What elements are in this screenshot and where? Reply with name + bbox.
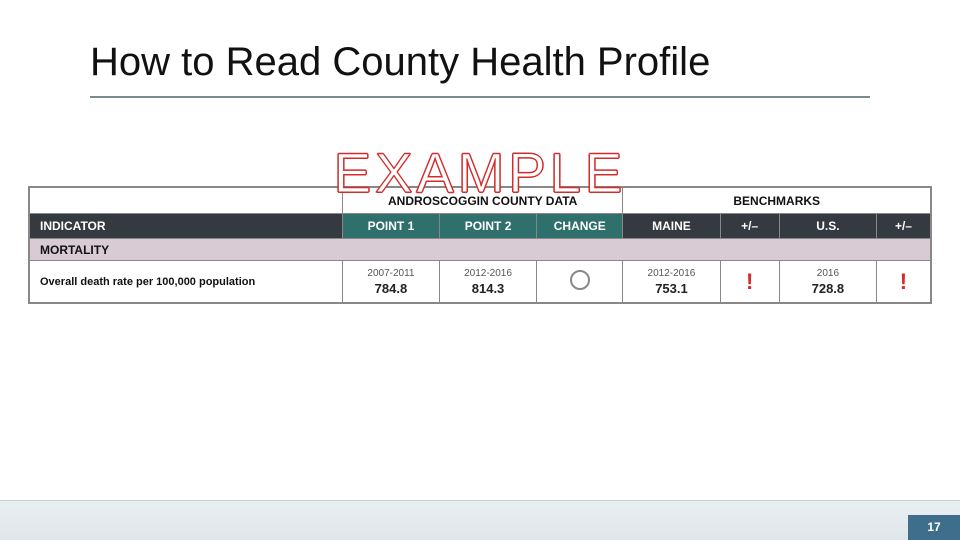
exclamation-icon: !	[900, 269, 907, 295]
col-point2: POINT 2	[439, 214, 536, 239]
table-column-header-row: INDICATOR POINT 1 POINT 2 CHANGE MAINE +…	[30, 214, 931, 239]
col-pm2: +/–	[876, 214, 930, 239]
county-data-header: ANDROSCOGGIN COUNTY DATA	[342, 188, 623, 214]
slide: How to Read County Health Profile EXAMPL…	[0, 0, 960, 540]
blank-cell	[30, 188, 343, 214]
table-row: Overall death rate per 100,000 populatio…	[30, 261, 931, 303]
col-pm1: +/–	[720, 214, 779, 239]
pm1-cell: !	[720, 261, 779, 303]
col-point1: POINT 1	[342, 214, 439, 239]
table-top-header-row: ANDROSCOGGIN COUNTY DATA BENCHMARKS	[30, 188, 931, 214]
point1-period: 2007-2011	[343, 268, 439, 279]
page-title: How to Read County Health Profile	[90, 40, 710, 85]
maine-value: 753.1	[623, 281, 719, 296]
change-cell	[537, 261, 623, 303]
health-profile-table: ANDROSCOGGIN COUNTY DATA BENCHMARKS INDI…	[28, 186, 932, 304]
point1-value: 784.8	[343, 281, 439, 296]
title-underline	[90, 96, 870, 98]
page-number: 17	[908, 515, 960, 540]
point2-cell: 2012-2016 814.3	[439, 261, 536, 303]
point2-value: 814.3	[440, 281, 536, 296]
maine-period: 2012-2016	[623, 268, 719, 279]
us-cell: 2016 728.8	[779, 261, 876, 303]
benchmarks-header: BENCHMARKS	[623, 188, 931, 214]
indicator-cell: Overall death rate per 100,000 populatio…	[30, 261, 343, 303]
footer-bar	[0, 500, 960, 540]
col-change: CHANGE	[537, 214, 623, 239]
col-indicator: INDICATOR	[30, 214, 343, 239]
col-us: U.S.	[779, 214, 876, 239]
us-period: 2016	[780, 268, 876, 279]
maine-cell: 2012-2016 753.1	[623, 261, 720, 303]
point2-period: 2012-2016	[440, 268, 536, 279]
category-label: MORTALITY	[30, 239, 931, 261]
exclamation-icon: !	[746, 269, 753, 295]
category-row: MORTALITY	[30, 239, 931, 261]
point1-cell: 2007-2011 784.8	[342, 261, 439, 303]
pm2-cell: !	[876, 261, 930, 303]
col-maine: MAINE	[623, 214, 720, 239]
circle-icon	[570, 270, 590, 290]
us-value: 728.8	[780, 281, 876, 296]
